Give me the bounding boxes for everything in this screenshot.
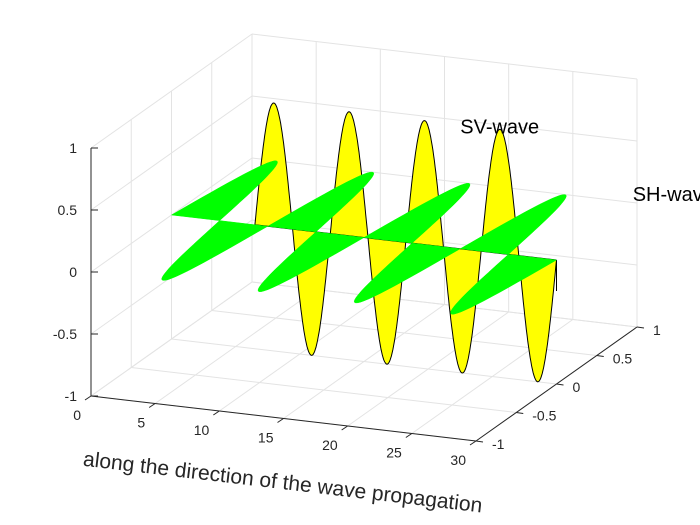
y-tick-label: -1 [492,436,505,452]
x-tick-mark [148,403,156,408]
x-tick-mark [341,425,348,431]
plot-axes [84,147,645,446]
z-tick-label: 0 [69,264,77,280]
y-tick-mark [636,326,645,329]
grid-line [90,33,253,149]
y-tick-mark [596,355,604,357]
x-tick-label: 15 [258,430,274,446]
sh-wave-lobe [257,231,365,292]
x-axis-label: along the direction of the wave propagat… [82,448,484,518]
sh-wave-annotation: SH-wave [633,184,700,206]
sh-wave-lobe [170,160,278,221]
grid-line [90,95,253,211]
y-tick-mark [556,383,564,386]
grid-line [251,95,638,142]
z-tick-label: -0.5 [53,326,77,342]
x-tick-mark [213,410,220,416]
sh-wave-lobe [353,242,461,304]
z-tick-label: 0.5 [58,202,78,218]
y-tick-label: 1 [653,322,661,338]
tick-labels: 0 5 10 15 20 25 30 -1 -0.5 0 0.5 1 -1 -0.5 0 0.5 1 [53,140,661,468]
grid-line [171,338,557,385]
grid-line [131,367,517,413]
x-tick-label: 5 [137,415,145,431]
x-tick-label: 0 [73,407,81,423]
grid-line [251,33,638,80]
z-tick-label: -1 [65,388,78,404]
sh-wave-lobe [266,171,375,233]
x-tick-label: 25 [386,445,402,461]
grid-line [251,157,638,204]
y-tick-mark [475,440,484,443]
y-tick-label: 0 [573,379,581,395]
sh-wave-lobe [161,220,268,281]
sh-wave-lobe [459,194,567,255]
sv-wave-lobe [518,255,557,382]
y-tick-label: 0.5 [613,351,633,367]
wave-surfaces [161,102,567,383]
z-tick-label: 1 [69,140,77,156]
sv-wave-annotation: SV-wave [460,116,539,138]
x-tick-label: 10 [194,422,210,438]
x-tick-mark [405,433,413,438]
y-tick-mark [516,412,524,414]
x-tick-label: 20 [322,437,338,453]
sh-wave-lobe [363,183,471,244]
x-tick-mark [84,395,92,401]
x-tick-mark [277,418,284,423]
x-tick-mark [469,440,477,446]
x-tick-label: 30 [450,452,466,468]
y-tick-label: -0.5 [532,408,556,424]
sh-wave-lobe [450,254,558,315]
